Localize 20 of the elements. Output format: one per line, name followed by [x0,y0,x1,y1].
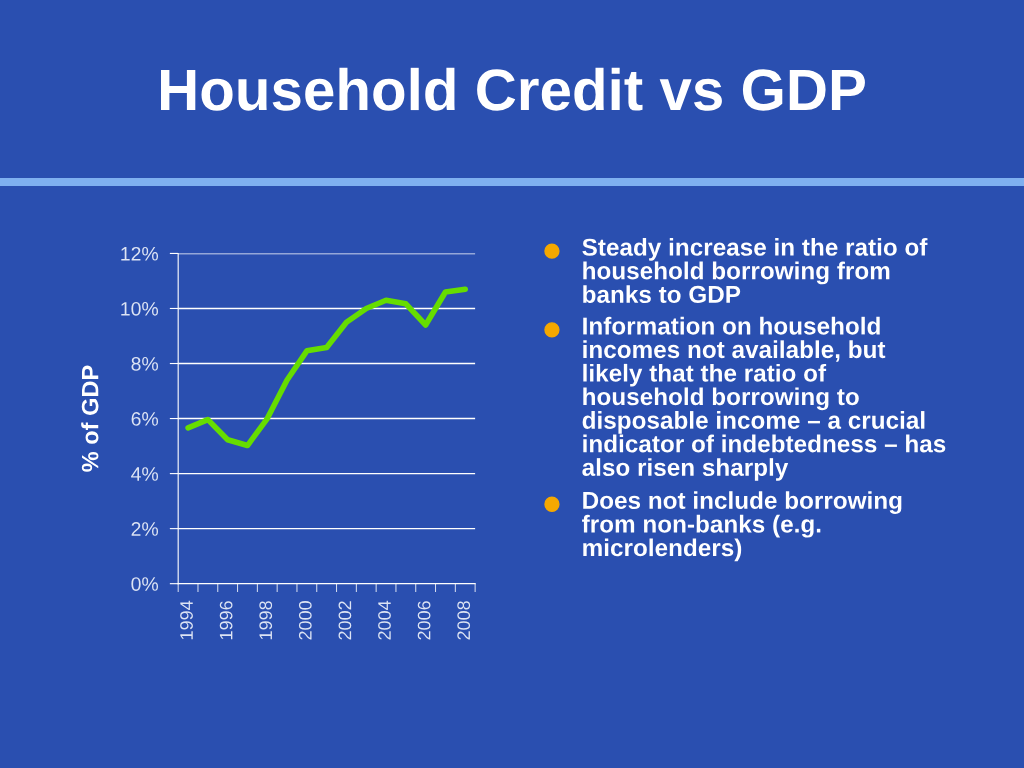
x-tick-label: 2006 [417,601,431,640]
text: Does not include borrowing from non-banks (e.g. microlenders) [582,491,902,562]
x-tick-label: 2008 [457,601,471,640]
y-tick-label: 2% [131,522,159,536]
y-tick-label: 4% [131,467,159,481]
y-tick-label: 6% [131,412,159,426]
chart-title: Household Credit vs GDP [161,67,865,111]
x-tick-label: 2004 [378,600,391,640]
y-tick-label: 0% [131,577,159,591]
y-tick-label: 8% [131,356,159,371]
y-axis-title: % of GDP [81,365,99,472]
text: Steady increase in the ratio of household borrowing from banks to GDP [582,238,928,304]
x-tick-label: 1996 [219,601,233,640]
y-tick-label: 12% [121,246,159,261]
x-tick-label: 2002 [338,601,352,640]
x-tick-label: 2000 [298,601,312,640]
x-tick-label: 1994 [180,600,193,640]
text: Information on household incomes not available, but likely that the ratio of household borrowing to disposable income – a crucial indicator of indebtedness – has also risen sharply [582,316,946,481]
x-tick-label: 1998 [259,601,273,640]
y-tick-label: 10% [121,301,159,316]
